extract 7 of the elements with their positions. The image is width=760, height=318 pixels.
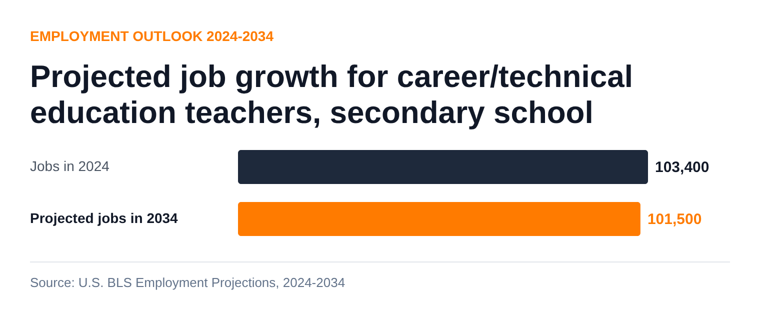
y-tick-label: Projected jobs in 2034 [30, 210, 178, 226]
source-note: Source: U.S. BLS Employment Projections, 2024-2034 [30, 275, 346, 290]
chart-title: Projected job growth for career/technical education teachers, secondary school [30, 59, 633, 130]
chart-subtitle: EMPLOYMENT OUTLOOK 2024-2034 [30, 28, 274, 44]
data-label: 103,400 [655, 159, 710, 176]
y-tick-label: Jobs in 2024 [30, 158, 110, 174]
data-label: 101,500 [647, 211, 702, 228]
